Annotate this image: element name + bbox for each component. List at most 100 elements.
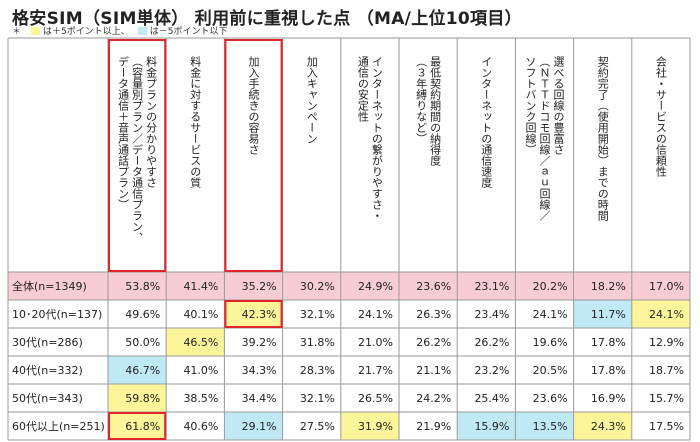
table-cell-value: 24.3% — [591, 420, 626, 433]
row-label: 30代(n=286) — [12, 336, 83, 349]
cell-highlight-bg — [573, 412, 632, 440]
table-cell-value: 41.4% — [183, 280, 218, 293]
cell-highlight-bg — [224, 300, 283, 328]
table-cell-value: 23.4% — [474, 308, 509, 321]
table-cell-value: 35.2% — [242, 280, 277, 293]
cell-highlight-bg — [166, 328, 225, 356]
table-cell-value: 32.1% — [300, 308, 335, 321]
table-cell-value: 40.6% — [183, 420, 218, 433]
table-cell-value: 23.1% — [474, 280, 509, 293]
table-cell-value: 19.6% — [533, 336, 568, 349]
row-label: 40代(n=332) — [12, 364, 83, 377]
table-cell-value: 24.1% — [358, 308, 393, 321]
column-header: インターネットの繋がりやすさ・ — [370, 56, 383, 221]
table-cell-value: 20.5% — [533, 364, 568, 377]
column-header: （容量別プラン／データ通信プラン、 — [131, 56, 144, 243]
table-cell-value: 21.0% — [358, 336, 393, 349]
table-cell-value: 17.8% — [591, 336, 626, 349]
total-row-bg — [8, 272, 690, 300]
table-cell-value: 20.2% — [533, 280, 568, 293]
table-cell-value: 34.3% — [242, 364, 277, 377]
column-header: 加入キャンペーン — [305, 56, 318, 144]
table-cell-value: 23.2% — [474, 364, 509, 377]
table-cell-value: 42.3% — [242, 308, 277, 321]
table-cell-value: 29.1% — [242, 420, 277, 433]
table-cell-value: 11.7% — [591, 308, 626, 321]
table-cell-value: 17.8% — [591, 364, 626, 377]
table-cell-value: 59.8% — [125, 392, 160, 405]
table-cell-value: 15.7% — [649, 392, 684, 405]
column-header: 選べる回線の豊富さ — [552, 56, 565, 155]
table-cell-value: 26.2% — [416, 336, 451, 349]
legend-minus-swatch — [137, 26, 147, 35]
column-header: 料金に対するサービスの質 — [189, 55, 202, 189]
cell-highlight-bg — [108, 384, 167, 412]
legend-plus-swatch — [31, 26, 41, 35]
table-cell-value: 61.8% — [125, 420, 160, 433]
legend-minus-label: は－5ポイント以下 — [149, 27, 228, 37]
row-label: 50代(n=343) — [12, 392, 83, 405]
column-header: 最低契約期間の納得度 — [429, 56, 442, 167]
table-cell-value: 21.7% — [358, 364, 393, 377]
column-header: 料金プランの分かりやすさ — [145, 55, 158, 188]
cell-highlight-bg — [108, 412, 167, 440]
table-cell-value: 24.9% — [358, 280, 393, 293]
table-cell-value: 26.5% — [358, 392, 393, 405]
column-header: データ通信＋音声通話プラン） — [117, 55, 130, 210]
row-label: 60代以上(n=251) — [12, 420, 105, 433]
table-cell-value: 16.9% — [591, 392, 626, 405]
legend-plus-label: は＋5ポイント以上、 — [43, 27, 130, 37]
table-cell-value: 12.9% — [649, 336, 684, 349]
highlight-column-box — [224, 39, 283, 272]
column-header: 加入手続きの容易さ — [247, 56, 260, 155]
column-header: ソフトバンク回線） — [524, 56, 537, 155]
legend-note-marker: ＊ — [12, 27, 22, 37]
highlight-cell-box — [224, 300, 283, 328]
table-cell-value: 46.7% — [125, 364, 160, 377]
table-cell-value: 18.2% — [591, 280, 626, 293]
column-header: インターネットの通信速度 — [480, 56, 493, 189]
table-cell-value: 50.0% — [125, 336, 160, 349]
table-cell-value: 49.6% — [125, 308, 160, 321]
table-cell-value: 27.5% — [300, 420, 335, 433]
column-header: （ＮＴＴドコモ回線／ａｕ回線／ — [538, 56, 551, 221]
table-cell-value: 28.3% — [300, 364, 335, 377]
chart-title: 格安SIM（SIM単体） 利用前に重視した点 （MA/上位10項目） — [12, 9, 522, 29]
column-header: 契約完了（使用開始）までの時間 — [596, 55, 609, 222]
table-cell-value: 23.6% — [416, 280, 451, 293]
table-cell-value: 26.2% — [474, 336, 509, 349]
table-cell-value: 32.1% — [300, 392, 335, 405]
table-cell-value: 46.5% — [183, 336, 218, 349]
table-cell-value: 41.0% — [183, 364, 218, 377]
cell-highlight-bg — [573, 300, 632, 328]
table-cell-value: 30.2% — [300, 280, 335, 293]
table-cell-value: 34.4% — [242, 392, 277, 405]
table-cell-value: 17.5% — [649, 420, 684, 433]
cell-highlight-bg — [108, 356, 167, 384]
table-cell-value: 13.5% — [533, 420, 568, 433]
highlight-cell-box — [108, 412, 167, 440]
table-cell-value: 38.5% — [183, 392, 218, 405]
column-header: 通信の安定性 — [356, 56, 369, 123]
table-cell-value: 53.8% — [125, 280, 160, 293]
table-cell-value: 21.1% — [416, 364, 451, 377]
cell-highlight-bg — [224, 412, 283, 440]
table-cell-value: 24.1% — [533, 308, 568, 321]
table-cell-value: 31.8% — [300, 336, 335, 349]
table-cell-value: 21.9% — [416, 420, 451, 433]
table-cell-value: 26.3% — [416, 308, 451, 321]
table-cell-value: 25.4% — [474, 392, 509, 405]
table-cell-value: 23.6% — [533, 392, 568, 405]
highlight-column-box — [108, 39, 167, 272]
legend: ＊ は＋5ポイント以上、 は－5ポイント以下 — [12, 24, 227, 37]
table-cell-value: 39.2% — [242, 336, 277, 349]
row-label: 10･20代(n=137) — [12, 308, 102, 321]
cell-highlight-bg — [457, 412, 516, 440]
column-header: （３年縛りなど） — [415, 56, 428, 144]
row-label: 全体(n=1349) — [12, 279, 87, 293]
column-header: 会社・サービスの信頼性 — [654, 56, 667, 178]
table-cell-value: 15.9% — [474, 420, 509, 433]
table-cell-value: 40.1% — [183, 308, 218, 321]
table-cell-value: 18.7% — [649, 364, 684, 377]
